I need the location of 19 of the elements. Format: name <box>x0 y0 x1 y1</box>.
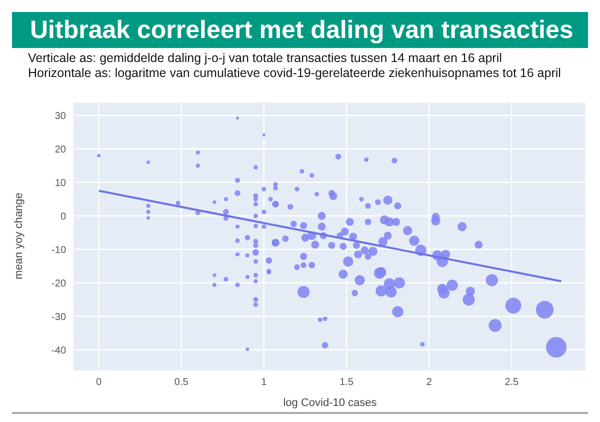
y-tick-label: -10 <box>52 244 66 256</box>
x-tick-label: 1 <box>261 377 268 388</box>
y-tick-label: 30 <box>54 110 66 122</box>
y-tick-label: 0 <box>60 211 66 222</box>
x-tick-label: 0 <box>96 377 102 388</box>
x-axis-title: log Covid-10 cases <box>283 397 378 409</box>
y-tick-label: 20 <box>54 144 66 156</box>
chart-subtitle: Verticale as: gemiddelde daling j-o-j van totale transacties tussen 14 maart en 16 april <box>28 51 503 66</box>
y-tick-label: -30 <box>52 312 66 323</box>
y-axis-title: mean yoy change <box>12 192 25 280</box>
x-tick-label: 0.5 <box>174 377 189 388</box>
y-tick-label: -40 <box>52 345 66 356</box>
y-tick-label: 10 <box>54 178 66 189</box>
chart-title: Uitbraak correleert met daling van transacties <box>12 12 588 48</box>
x-tick-label: 2.5 <box>504 377 520 388</box>
text: Horizontale as: logaritme van cumulatieve covid-19-gerelateerde ziekenhuisopnames tot 16 april <box>28 66 561 81</box>
x-tick-label: 2 <box>426 377 432 388</box>
y-tick-label: -20 <box>52 278 66 290</box>
x-tick-label: 1.5 <box>340 377 354 388</box>
